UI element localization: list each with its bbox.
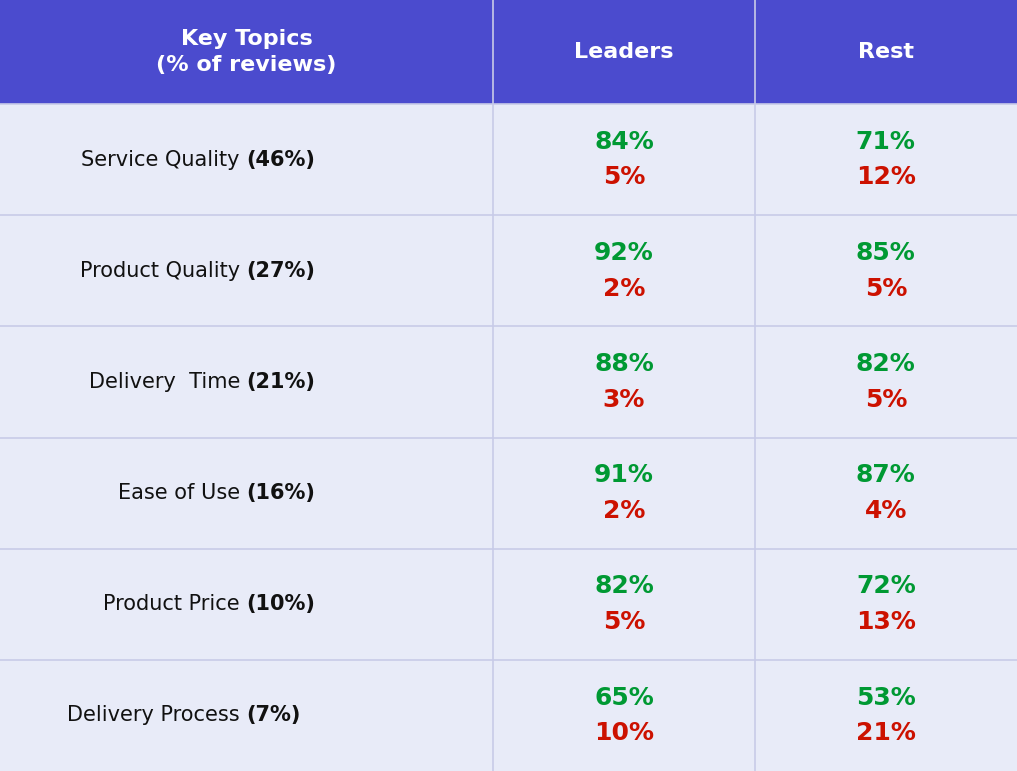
Text: 13%: 13%	[856, 610, 915, 634]
Text: 12%: 12%	[856, 166, 915, 190]
Text: 72%: 72%	[856, 574, 915, 598]
FancyBboxPatch shape	[0, 215, 493, 326]
Text: 92%: 92%	[594, 241, 654, 265]
FancyBboxPatch shape	[755, 549, 1017, 660]
Text: 4%: 4%	[864, 499, 907, 523]
Text: 3%: 3%	[603, 388, 645, 412]
FancyBboxPatch shape	[493, 549, 755, 660]
Text: (21%): (21%)	[247, 372, 315, 392]
Text: 84%: 84%	[594, 130, 654, 154]
FancyBboxPatch shape	[755, 104, 1017, 215]
Text: 88%: 88%	[594, 352, 654, 376]
FancyBboxPatch shape	[0, 0, 493, 104]
Text: Rest: Rest	[857, 42, 914, 62]
Text: 21%: 21%	[856, 721, 915, 746]
FancyBboxPatch shape	[755, 326, 1017, 438]
Text: 5%: 5%	[864, 388, 907, 412]
FancyBboxPatch shape	[0, 326, 493, 438]
FancyBboxPatch shape	[755, 215, 1017, 326]
Text: (46%): (46%)	[247, 150, 315, 170]
FancyBboxPatch shape	[0, 438, 493, 549]
Text: 5%: 5%	[864, 277, 907, 301]
Text: Ease of Use: Ease of Use	[118, 483, 247, 503]
FancyBboxPatch shape	[493, 438, 755, 549]
FancyBboxPatch shape	[493, 326, 755, 438]
Text: 65%: 65%	[594, 685, 654, 709]
Text: 85%: 85%	[856, 241, 915, 265]
FancyBboxPatch shape	[493, 660, 755, 771]
Text: (7%): (7%)	[247, 705, 301, 726]
Text: (27%): (27%)	[247, 261, 315, 281]
Text: 91%: 91%	[594, 463, 654, 487]
Text: Product Quality: Product Quality	[80, 261, 247, 281]
Text: 82%: 82%	[594, 574, 654, 598]
Text: 82%: 82%	[856, 352, 915, 376]
Text: (10%): (10%)	[247, 594, 315, 614]
FancyBboxPatch shape	[0, 104, 493, 215]
Text: 2%: 2%	[603, 499, 645, 523]
Text: 5%: 5%	[603, 610, 645, 634]
Text: 53%: 53%	[856, 685, 915, 709]
Text: Product Price: Product Price	[104, 594, 247, 614]
Text: Leaders: Leaders	[575, 42, 673, 62]
Text: Service Quality: Service Quality	[81, 150, 247, 170]
Text: 71%: 71%	[856, 130, 915, 154]
Text: 5%: 5%	[603, 166, 645, 190]
Text: 87%: 87%	[856, 463, 915, 487]
Text: 10%: 10%	[594, 721, 654, 746]
FancyBboxPatch shape	[0, 549, 493, 660]
Text: (16%): (16%)	[247, 483, 315, 503]
FancyBboxPatch shape	[493, 0, 755, 104]
Text: 2%: 2%	[603, 277, 645, 301]
FancyBboxPatch shape	[0, 660, 493, 771]
FancyBboxPatch shape	[755, 438, 1017, 549]
Text: Delivery  Time: Delivery Time	[88, 372, 247, 392]
Text: Key Topics
(% of reviews): Key Topics (% of reviews)	[157, 29, 337, 76]
Text: Delivery Process: Delivery Process	[67, 705, 247, 726]
FancyBboxPatch shape	[493, 104, 755, 215]
FancyBboxPatch shape	[755, 660, 1017, 771]
FancyBboxPatch shape	[755, 0, 1017, 104]
FancyBboxPatch shape	[493, 215, 755, 326]
